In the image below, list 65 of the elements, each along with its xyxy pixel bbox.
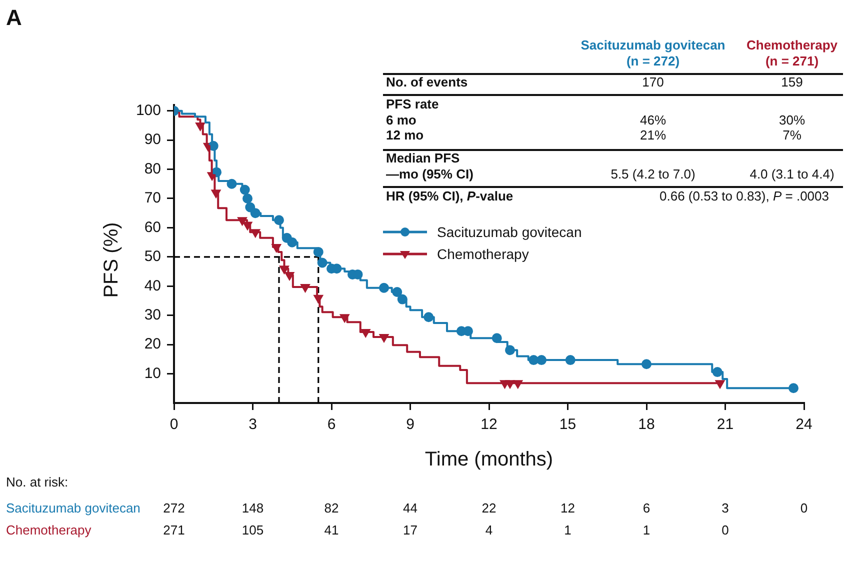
y-tick-label: 100: [136, 102, 161, 119]
y-tick-label: 10: [144, 364, 161, 382]
annotation: —mo (95% CI): [386, 166, 474, 182]
text: 44: [403, 500, 418, 516]
y-tick-label: 20: [144, 336, 161, 353]
text: (n = 272): [626, 54, 680, 68]
annotation: PFS rate: [386, 96, 439, 112]
y-tick-label: 90: [144, 131, 161, 148]
text: 271: [163, 522, 185, 538]
annotation: HR (95% CI), P-value: [386, 188, 514, 204]
y-tick-label: 50: [144, 248, 161, 266]
text: 148: [242, 500, 264, 516]
text: 105: [242, 522, 264, 538]
x-axis-title: Time (months): [424, 448, 554, 471]
y-tick-label: 70: [144, 190, 161, 207]
annotation: 5.5 (4.2 to 7.0): [610, 166, 696, 182]
annotation: 12 mo: [386, 128, 424, 142]
legend-label: Sacituzumab govitecan: [437, 224, 582, 240]
text: 4: [485, 522, 493, 538]
annotation: Median PFS: [386, 150, 460, 166]
x-tick-label: 0: [170, 416, 178, 434]
x-tick-label: 9: [406, 416, 414, 434]
text: 159: [781, 74, 803, 90]
text: 17: [403, 522, 418, 538]
text: No. at risk:: [6, 474, 68, 490]
y-tick-label: 30: [144, 306, 161, 324]
x-tick-label: 18: [638, 416, 655, 434]
y-tick-label: 40: [144, 277, 161, 294]
text: 1: [564, 522, 572, 538]
chart-title: A: [6, 5, 22, 30]
text: Chemotherapy: [746, 38, 838, 52]
annotation: 30%: [778, 112, 806, 128]
text: No. of events: [386, 74, 468, 90]
annotation: 4.0 (3.1 to 4.4): [750, 166, 834, 182]
text: (n = 271): [765, 54, 819, 68]
text: 272: [163, 500, 185, 516]
annotation: 6 mo: [386, 112, 416, 128]
y-axis-title: PFS (%): [100, 222, 123, 298]
x-tick-label: 12: [480, 416, 498, 434]
text: 6: [642, 500, 650, 516]
text: 3: [722, 500, 729, 516]
x-tick-label: 6: [327, 416, 336, 434]
text: 1: [642, 522, 650, 538]
text: Sacituzumab govitecan: [580, 38, 726, 52]
point: [715, 380, 725, 389]
x-tick-label: 3: [248, 416, 257, 434]
text: 41: [324, 522, 339, 538]
annotation: 21%: [640, 128, 666, 142]
text: 170: [642, 74, 664, 90]
text: 12: [560, 500, 575, 516]
x-tick-label: 24: [796, 416, 812, 434]
y-tick-label: 60: [144, 218, 161, 236]
x-tick-label: 15: [559, 416, 576, 434]
legend-label: Chemotherapy: [437, 246, 529, 262]
x-tick-label: 21: [716, 416, 734, 434]
text: 82: [324, 500, 339, 516]
annotation: 46%: [640, 112, 666, 128]
annotation: 0.66 (0.53 to 0.83), P = .0003: [660, 188, 829, 204]
text: Sacituzumab govitecan: [6, 500, 140, 516]
text: 22: [482, 500, 496, 516]
annotation: 7%: [782, 128, 802, 142]
y-tick-label: 80: [144, 160, 161, 178]
text: 0: [722, 522, 729, 538]
text: 0: [800, 500, 808, 516]
text: Chemotherapy: [6, 522, 92, 538]
